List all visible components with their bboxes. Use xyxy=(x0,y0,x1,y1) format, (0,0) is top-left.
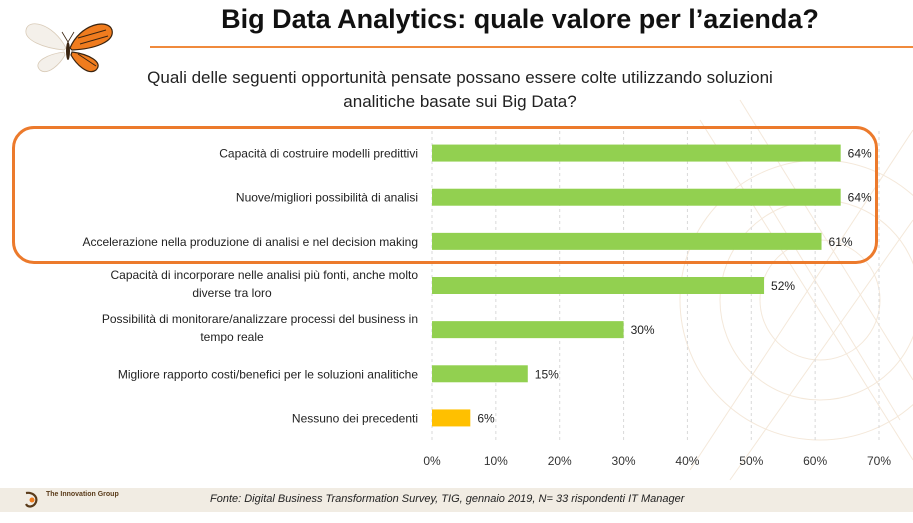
bar-2 xyxy=(432,232,822,250)
category-label-2-0: Accelerazione nella produzione di analis… xyxy=(82,235,418,249)
bar-4 xyxy=(432,321,624,339)
bar-3 xyxy=(432,277,765,294)
x-tick-label-2: 20% xyxy=(548,454,572,468)
x-tick-label-4: 40% xyxy=(675,454,699,468)
x-tick-label-0: 0% xyxy=(423,454,441,468)
data-label-6: 6% xyxy=(477,411,495,425)
x-tick-label-7: 70% xyxy=(867,454,891,468)
category-label-3-1: diverse tra loro xyxy=(192,286,272,300)
category-label-4-0: Possibilità di monitorare/analizzare pro… xyxy=(102,312,418,326)
survey-question-line-2: analitiche basate sui Big Data? xyxy=(343,92,577,111)
data-label-3: 52% xyxy=(771,279,795,293)
page-title: Big Data Analytics: quale valore per l’a… xyxy=(221,4,819,34)
source-note: Fonte: Digital Business Transformation S… xyxy=(210,493,685,505)
survey-question-line-1: Quali delle seguenti opportunità pensate… xyxy=(147,68,773,87)
survey-question: Quali delle seguenti opportunità pensate… xyxy=(60,66,860,114)
data-label-5: 15% xyxy=(535,367,559,381)
category-label-1-0: Nuove/migliori possibilità di analisi xyxy=(236,191,418,205)
category-label-3-0: Capacità di incorporare nelle analisi pi… xyxy=(110,268,418,282)
butterfly-icon xyxy=(25,23,113,73)
category-label-5-0: Migliore rapporto costi/benefici per le … xyxy=(118,367,418,381)
innovation-group-logo-icon xyxy=(25,491,38,508)
title-underline xyxy=(150,46,913,48)
x-tick-label-6: 60% xyxy=(803,454,827,468)
footer-bar xyxy=(0,488,913,512)
data-label-4: 30% xyxy=(631,323,655,337)
category-label-4-1: tempo reale xyxy=(200,330,264,344)
bar-0 xyxy=(432,144,841,162)
x-tick-label-3: 30% xyxy=(612,454,636,468)
data-label-0: 64% xyxy=(848,147,872,161)
category-label-0-0: Capacità di costruire modelli predittivi xyxy=(219,147,418,161)
data-label-1: 64% xyxy=(848,191,872,205)
x-tick-label-1: 10% xyxy=(484,454,508,468)
logo-name: The Innovation Group xyxy=(46,491,119,498)
data-label-2: 61% xyxy=(829,235,853,249)
category-label-6-0: Nessuno dei precedenti xyxy=(292,411,418,425)
bar-6 xyxy=(432,409,471,427)
bar-5 xyxy=(432,365,528,383)
x-tick-label-5: 50% xyxy=(739,454,763,468)
bar-1 xyxy=(432,188,841,206)
